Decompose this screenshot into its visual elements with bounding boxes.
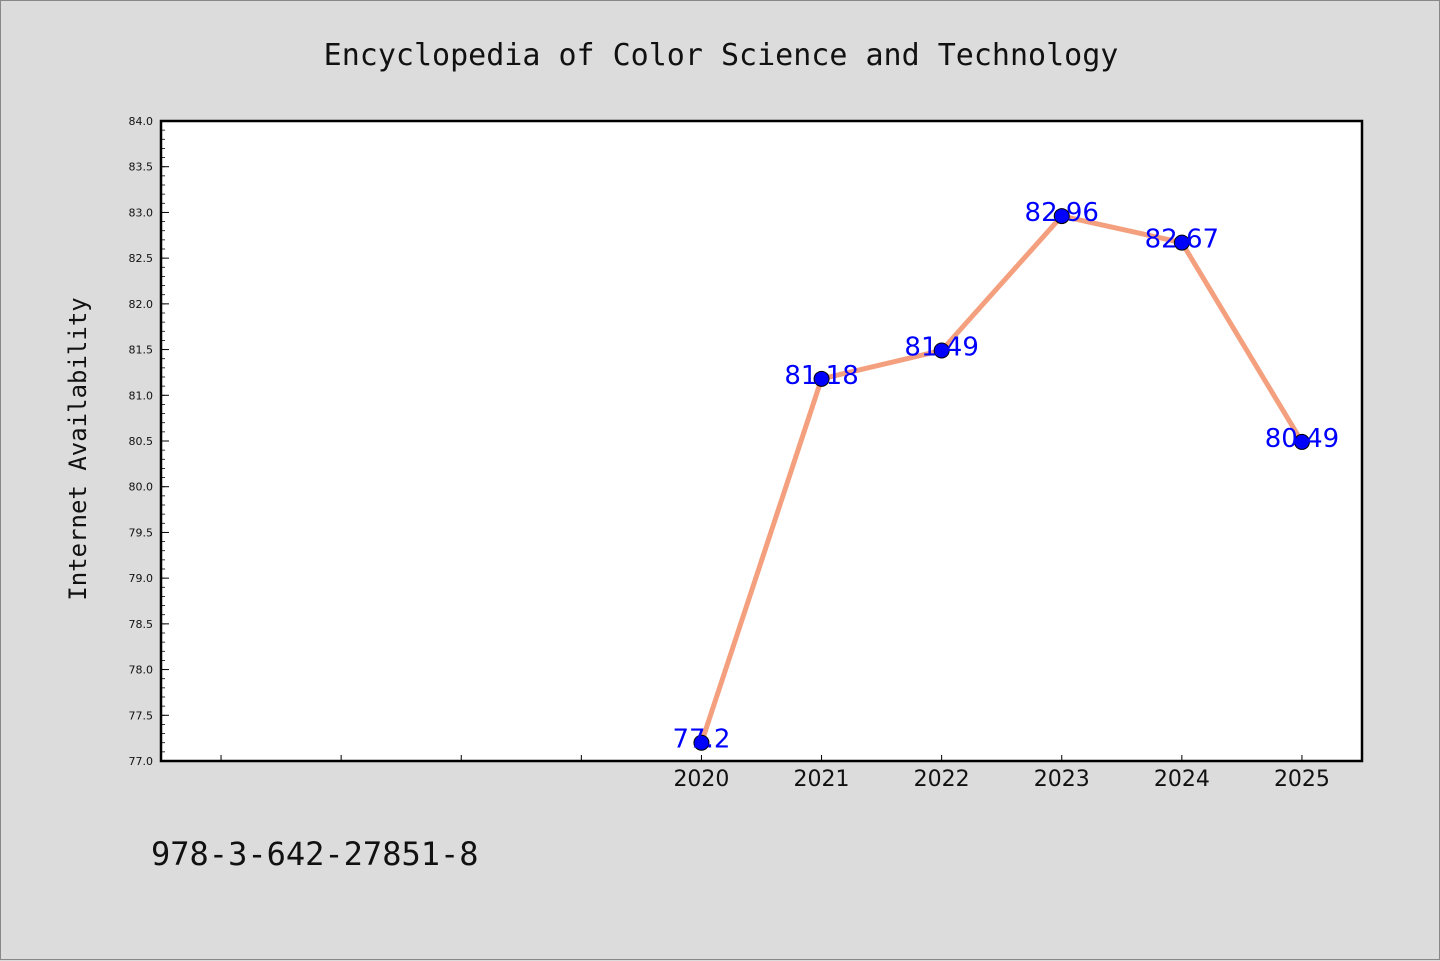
data-point: [933, 342, 950, 359]
x-axis: 2020 2021 2022 2023 2024 2025: [220, 755, 1330, 792]
y-tick-label: 83.5: [129, 161, 154, 174]
y-axis-label: Internet Availability: [64, 297, 92, 600]
x-tick-label: 2022: [914, 767, 970, 792]
x-tick-label: 2021: [794, 767, 850, 792]
data-point: [693, 734, 710, 751]
data-label: 81.49: [904, 332, 978, 362]
data-label: 81.18: [784, 361, 858, 391]
y-axis: 77.0 77.5 78.0 78.5 79.0 79.5 80.0 80.5 81.0 81.5…: [129, 115, 169, 768]
y-tick-label: 77.0: [129, 755, 154, 768]
y-tick-label: 83.0: [129, 206, 154, 219]
series-line: [698, 213, 1305, 746]
y-tick-label: 84.0: [129, 115, 154, 128]
x-tick-label: 2023: [1034, 767, 1090, 792]
data-label: 77.2: [673, 725, 731, 755]
y-tick-label: 78.5: [129, 618, 154, 631]
data-label: 80.49: [1265, 424, 1339, 454]
y-tick-label: 80.5: [129, 435, 154, 448]
y-tick-label: 78.0: [129, 664, 154, 677]
data-point: [1173, 234, 1190, 251]
y-tick-label: 79.0: [129, 572, 154, 585]
data-point: [1053, 208, 1070, 225]
y-tick-label: 82.0: [129, 298, 154, 311]
x-tick-label: 2020: [673, 767, 729, 792]
y-tick-label: 82.5: [129, 252, 154, 265]
series-layer: 77.2 81.18 81.49 82.96 82.67 80.49: [673, 198, 1340, 755]
x-tick-label: 2025: [1274, 767, 1330, 792]
y-tick-label: 79.5: [129, 526, 154, 539]
x-tick-label: 2024: [1154, 767, 1210, 792]
plot-area: [159, 119, 1364, 763]
data-label: 82.96: [1025, 198, 1099, 228]
y-tick-label: 77.5: [129, 709, 154, 722]
data-point: [813, 370, 830, 387]
isbn-text: 978-3-642-27851-8: [151, 835, 479, 873]
data-point: [1293, 433, 1310, 450]
y-tick-label: 81.0: [129, 389, 154, 402]
chart-title: Encyclopedia of Color Science and Techno…: [324, 38, 1119, 73]
y-tick-label: 80.0: [129, 481, 154, 494]
data-label: 82.67: [1145, 225, 1219, 255]
y-tick-label: 81.5: [129, 344, 154, 357]
